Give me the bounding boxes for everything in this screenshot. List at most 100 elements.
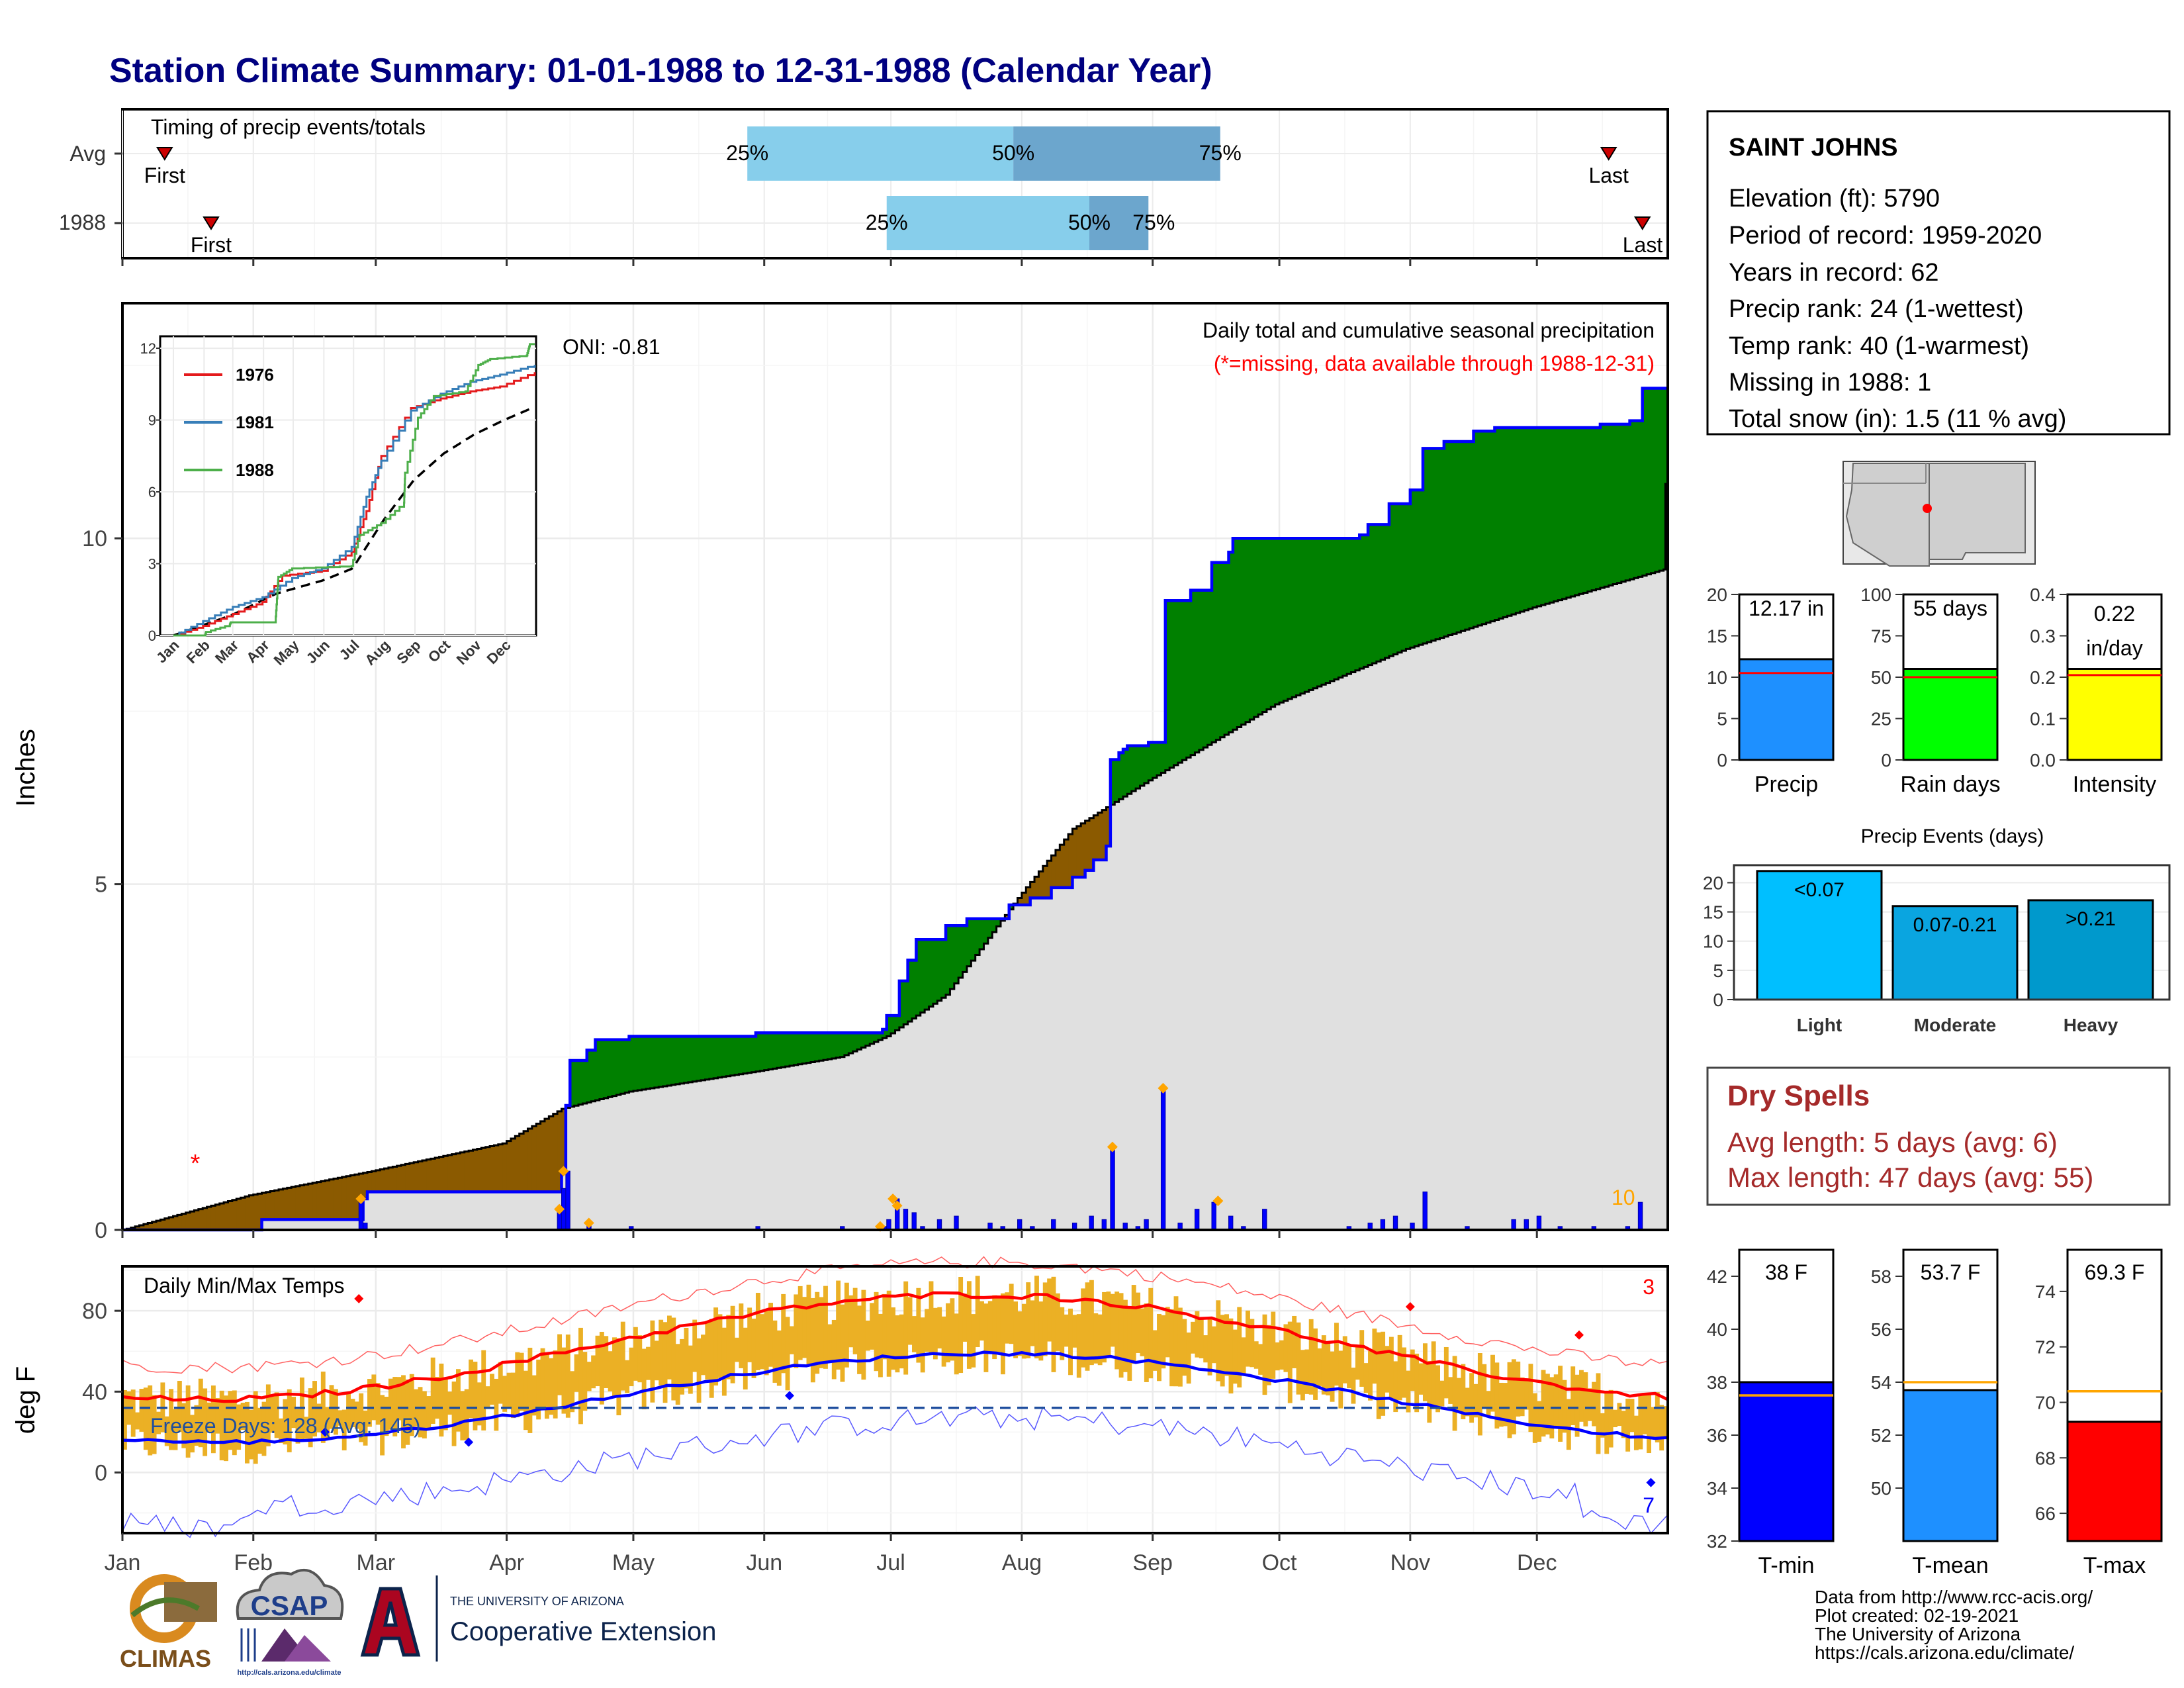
deficit-segment — [1076, 825, 1081, 878]
daily-temp-bar — [823, 1286, 828, 1369]
daily-temp-bar — [764, 1311, 769, 1376]
avg-max-line — [122, 1291, 1668, 1403]
daily-temp-bar — [371, 1374, 377, 1421]
deficit-segment — [515, 1136, 520, 1192]
daily-temp-bar — [886, 1290, 891, 1377]
deficit-segment — [1106, 807, 1111, 847]
surplus-segment — [1177, 600, 1183, 763]
timing-chart: Timing of precip events/totals Avg 1988 … — [59, 108, 1669, 266]
daily-temp-bar — [1385, 1346, 1390, 1393]
daily-precip-bar — [1524, 1219, 1529, 1231]
daily-temp-bar — [156, 1411, 161, 1434]
daily-temp-bar — [1093, 1313, 1099, 1364]
surplus-segment — [680, 1036, 685, 1084]
deficit-segment — [367, 1172, 373, 1192]
daily-temp-bar — [1553, 1374, 1559, 1428]
daily-temp-bar — [1038, 1301, 1044, 1361]
daily-temp-bar — [1604, 1391, 1610, 1454]
daily-precip-bar — [886, 1219, 891, 1231]
daily-temp-bar — [1326, 1342, 1331, 1396]
daily-temp-bar — [1431, 1341, 1436, 1407]
daily-temp-bar — [287, 1389, 292, 1452]
daily-temp-bar — [1574, 1374, 1580, 1437]
surplus-segment — [1494, 428, 1500, 620]
surplus-segment — [1326, 538, 1331, 683]
surplus-segment — [983, 918, 989, 944]
temp-summary-tick-label: 72 — [2035, 1337, 2056, 1358]
daily-temp-bar — [1621, 1411, 1626, 1438]
daily-temp-bar — [1486, 1391, 1491, 1416]
surplus-segment — [1237, 538, 1242, 727]
daily-temp-bar — [950, 1298, 955, 1361]
temp-summary-bars: 32 34 36 38 40 42 38 F T-min 50 52 54 56 58 53.7 F T-m… — [1707, 1248, 2163, 1578]
daily-temp-bar — [1300, 1350, 1305, 1401]
deficit-segment — [295, 1186, 300, 1220]
daily-temp-bar — [717, 1314, 723, 1378]
daily-temp-bar — [612, 1337, 617, 1397]
daily-temp-bar — [1220, 1315, 1225, 1387]
surplus-segment — [1385, 524, 1390, 658]
deficit-segment — [422, 1160, 427, 1192]
surplus-segment — [574, 1060, 579, 1106]
surplus-segment — [785, 1033, 790, 1067]
daily-temp-bar — [1127, 1307, 1132, 1381]
month-tick-label: Jan — [105, 1550, 141, 1575]
inset-y-tick-label: 6 — [148, 484, 156, 500]
daily-temp-bar — [477, 1382, 482, 1426]
daily-temp-bar — [148, 1385, 153, 1456]
surplus-segment — [1629, 420, 1635, 580]
events-panel-border — [1733, 864, 2171, 1001]
surplus-segment — [1258, 538, 1263, 715]
map-new-mexico — [1929, 463, 2026, 560]
surplus-segment — [1486, 431, 1491, 623]
daily-temp-bar — [1368, 1350, 1373, 1401]
deficit-segment — [173, 1216, 178, 1230]
deficit-segment — [443, 1156, 448, 1192]
daily-temp-bar — [553, 1350, 558, 1419]
surplus-segment — [1465, 441, 1470, 630]
daily-temp-bar — [198, 1378, 203, 1448]
daily-temp-bar — [899, 1314, 904, 1369]
daily-temp-bar — [359, 1393, 364, 1442]
surplus-segment — [1368, 524, 1373, 665]
daily-temp-bar — [1655, 1392, 1660, 1442]
last-event-marker — [1633, 216, 1651, 230]
month-tick-label: Apr — [489, 1550, 524, 1575]
daily-temp-bar — [701, 1335, 705, 1376]
daily-temp-bar — [1372, 1329, 1377, 1384]
daily-temp-bar — [1144, 1303, 1149, 1382]
daily-precip-bar — [1392, 1215, 1398, 1231]
daily-temp-bar — [1342, 1336, 1347, 1383]
daily-temp-bar — [958, 1277, 964, 1374]
daily-temp-bar — [1165, 1307, 1170, 1358]
deficit-segment — [1093, 815, 1099, 861]
daily-temp-bar — [304, 1417, 309, 1439]
daily-temp-bar — [1157, 1313, 1161, 1382]
temp-summary-tick-label: 70 — [2035, 1392, 2056, 1413]
daily-temp-bar — [1085, 1282, 1090, 1371]
deficit-segment — [261, 1192, 267, 1220]
daily-temp-bar — [1528, 1364, 1533, 1432]
deficit-segment — [156, 1221, 161, 1230]
temp-panel-border — [121, 1265, 1669, 1534]
surplus-segment — [1613, 424, 1618, 585]
surplus-segment — [612, 1039, 617, 1096]
deficit-segment — [447, 1154, 453, 1192]
temp-y-ticks: 0 40 80 — [82, 1299, 122, 1485]
daily-temp-bar — [1199, 1319, 1204, 1358]
timing-bar-lower — [886, 196, 1089, 250]
deficit-segment — [1017, 898, 1023, 905]
deficit-segment — [152, 1221, 157, 1230]
timing-bar-upper — [1089, 196, 1149, 250]
deficit-segment — [245, 1196, 250, 1230]
surplus-segment — [616, 1039, 621, 1095]
temp-summary-tick-label: 52 — [1871, 1425, 1891, 1446]
timing-row-label-year: 1988 — [59, 211, 106, 234]
daily-temp-bar — [122, 1389, 127, 1450]
daily-temp-bar — [253, 1391, 258, 1464]
precip-event-tick-label: 15 — [1703, 902, 1723, 923]
daily-temp-bar — [1089, 1280, 1094, 1366]
deficit-segment — [523, 1131, 529, 1192]
surplus-segment — [1207, 590, 1212, 745]
daily-temp-bar — [870, 1303, 875, 1350]
